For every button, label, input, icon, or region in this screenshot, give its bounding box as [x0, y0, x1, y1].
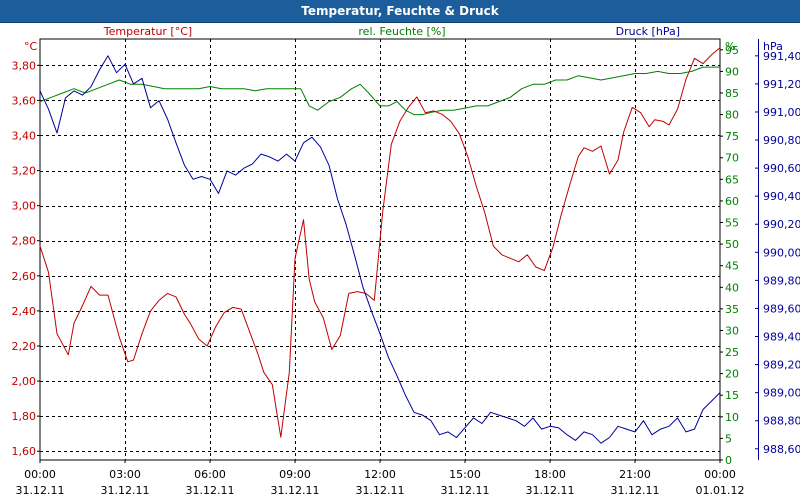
x-tick-label-date: 31.12.11: [186, 484, 235, 497]
pressure-tick-label: 988,80: [763, 415, 800, 428]
title-bar: Temperatur, Feuchte & Druck: [0, 0, 800, 23]
pressure-tick-label: 990,60: [763, 162, 800, 175]
pressure-tick-label: 989,00: [763, 387, 800, 400]
series-line-pressure: [39, 55, 721, 444]
temperature-unit-label: °C: [24, 40, 38, 53]
x-tick-label-time: 09:00: [279, 468, 311, 481]
temperature-tick-label: 1,60: [12, 445, 37, 458]
x-tick-label-date: 31.12.11: [611, 484, 660, 497]
pressure-tick-label: 989,20: [763, 359, 800, 372]
x-tick-label-time: 12:00: [364, 468, 396, 481]
humidity-tick-label: 85: [725, 87, 739, 100]
pressure-tick-label: 989,60: [763, 302, 800, 315]
pressure-tick-label: 990,20: [763, 218, 800, 231]
chart-title: Temperatur, Feuchte & Druck: [301, 4, 499, 18]
grid: [40, 39, 720, 460]
pressure-tick-label: 989,40: [763, 331, 800, 344]
x-tick-label-time: 00:00: [704, 468, 736, 481]
humidity-tick-label: 45: [725, 260, 739, 273]
humidity-unit-label: %: [725, 40, 735, 53]
humidity-tick-label: 90: [725, 65, 739, 78]
humidity-tick-label: 0: [725, 454, 732, 467]
x-tick-label-time: 00:00: [24, 468, 56, 481]
pressure-tick-label: 991,20: [763, 78, 800, 91]
x-tick-label-date: 31.12.11: [16, 484, 65, 497]
legend-temperature: Temperatur [°C]: [103, 25, 192, 38]
humidity-tick-label: 20: [725, 368, 739, 381]
legend-pressure: Druck [hPa]: [616, 25, 680, 38]
x-tick-label-date: 31.12.11: [101, 484, 150, 497]
humidity-tick-label: 40: [725, 281, 739, 294]
pressure-tick-label: 991,40: [763, 50, 800, 63]
humidity-tick-label: 50: [725, 238, 739, 251]
temperature-tick-label: 1,80: [12, 410, 37, 423]
chart-canvas: 1,60 1,80 2,00 2,20 2,40 2,60 2,80 3,00 3,20 3,40…: [12, 25, 800, 497]
humidity-tick-label: 25: [725, 346, 739, 359]
humidity-tick-label: 60: [725, 195, 739, 208]
humidity-tick-label: 75: [725, 130, 739, 143]
humidity-tick-label: 10: [725, 411, 739, 424]
x-tick-label-date: 31.12.11: [441, 484, 490, 497]
x-tick-label-time: 18:00: [534, 468, 566, 481]
pressure-tick-label: 990,80: [763, 134, 800, 147]
humidity-tick-label: 70: [725, 152, 739, 165]
humidity-tick-label: 15: [725, 389, 739, 402]
pressure-unit-label: hPa: [763, 40, 783, 53]
temperature-tick-label: 2,40: [12, 305, 37, 318]
humidity-tick-label: 5: [725, 432, 732, 445]
x-tick-label-time: 21:00: [619, 468, 651, 481]
temperature-tick-label: 2,00: [12, 375, 37, 388]
temperature-tick-label: 3,80: [12, 59, 37, 72]
pressure-tick-label: 990,00: [763, 246, 800, 259]
temperature-tick-label: 3,20: [12, 165, 37, 178]
pressure-tick-label: 988,60: [763, 443, 800, 456]
humidity-tick-label: 95: [725, 44, 739, 57]
temperature-tick-label: 2,60: [12, 270, 37, 283]
pressure-tick-label: 989,80: [763, 274, 800, 287]
humidity-tick-label: 35: [725, 303, 739, 316]
humidity-tick-label: 65: [725, 173, 739, 186]
series-line-humidity: [39, 66, 720, 116]
temperature-tick-label: 3,60: [12, 94, 37, 107]
legend-humidity: rel. Feuchte [%]: [358, 25, 445, 38]
x-tick-label-date: 31.12.11: [526, 484, 575, 497]
x-tick-label-time: 03:00: [109, 468, 141, 481]
series-line-temperature: [39, 47, 721, 438]
pressure-tick-label: 990,40: [763, 190, 800, 203]
pressure-tick-label: 991,00: [763, 106, 800, 119]
humidity-tick-label: 55: [725, 217, 739, 230]
x-tick-label-time: 06:00: [194, 468, 226, 481]
temperature-tick-label: 2,80: [12, 235, 37, 248]
x-tick-label-date: 01.01.12: [696, 484, 745, 497]
humidity-tick-label: 30: [725, 324, 739, 337]
temperature-tick-label: 3,00: [12, 200, 37, 213]
x-tick-label-time: 15:00: [449, 468, 481, 481]
temperature-tick-label: 3,40: [12, 129, 37, 142]
temperature-tick-label: 2,20: [12, 340, 37, 353]
x-tick-label-date: 31.12.11: [271, 484, 320, 497]
humidity-tick-label: 80: [725, 109, 739, 122]
x-tick-label-date: 31.12.11: [356, 484, 405, 497]
